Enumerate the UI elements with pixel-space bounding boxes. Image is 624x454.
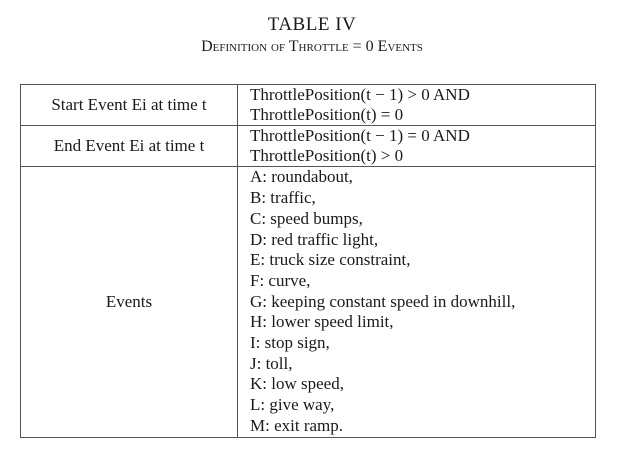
table-label: TABLE IV [267,14,357,35]
definition-table: Start Event Ei at time t ThrottlePositio… [20,84,596,438]
start-event-condition: ThrottlePosition(t − 1) > 0 AND Throttle… [237,84,596,126]
end-event-label: End Event Ei at time t [20,125,238,167]
list-item: M: exit ramp. [250,415,344,435]
table-title: Definition of Throttle = 0 Events [201,38,423,55]
list-item: B: traffic, [250,188,316,208]
table-row: Events A: roundabout, B: traffic, C: spe… [20,166,596,438]
table-row: End Event Ei at time t ThrottlePosition(… [20,125,596,167]
start-condition-line-1: ThrottlePosition(t − 1) > 0 AND [250,85,470,104]
list-item: E: truck size constraint, [250,250,411,270]
list-item: D: red traffic light, [250,229,379,249]
list-item: K: low speed, [250,374,344,394]
events-list-cell: A: roundabout, B: traffic, C: speed bump… [237,166,596,438]
list-item: L: give way, [250,395,335,415]
start-event-label: Start Event Ei at time t [20,84,238,126]
start-condition-line-2: ThrottlePosition(t) = 0 [250,105,404,124]
list-item: A: roundabout, [250,167,353,187]
end-condition-line-1: ThrottlePosition(t − 1) = 0 AND [250,126,470,145]
events-label: Events [20,166,238,438]
end-event-condition: ThrottlePosition(t − 1) = 0 AND Throttle… [237,125,596,167]
list-item: G: keeping constant speed in downhill, [250,291,516,311]
table-row: Start Event Ei at time t ThrottlePositio… [20,84,596,126]
end-condition-line-2: ThrottlePosition(t) > 0 [250,146,404,165]
list-item: I: stop sign, [250,333,330,353]
list-item: H: lower speed limit, [250,312,394,332]
events-list: A: roundabout, B: traffic, C: speed bump… [250,167,595,436]
list-item: C: speed bumps, [250,208,363,228]
list-item: F: curve, [250,270,311,290]
list-item: J: toll, [250,353,293,373]
